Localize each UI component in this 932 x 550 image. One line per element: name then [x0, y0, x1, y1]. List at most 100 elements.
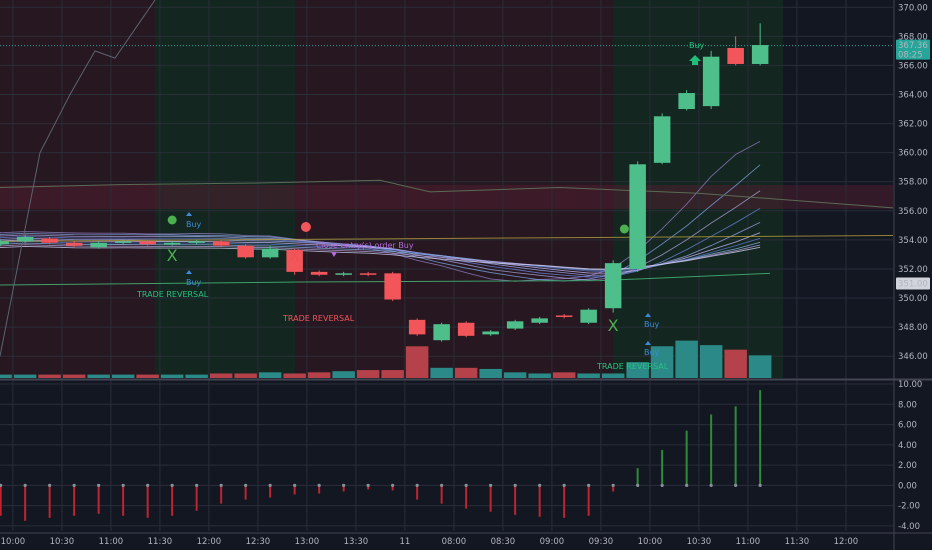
volume-bar — [209, 373, 233, 378]
oscillator-tick-label: 2.00 — [898, 461, 917, 471]
price-tick-label: 362.00 — [898, 120, 928, 130]
time-tick-label: 11:00 — [736, 537, 761, 547]
time-tick-label: 11:30 — [148, 537, 173, 547]
oscillator-tick-label: -2.00 — [898, 502, 920, 512]
buy-order-label: Buy — [644, 348, 660, 357]
oscillator-dot — [342, 483, 346, 487]
oscillator-dot — [562, 483, 566, 487]
volume-bar — [724, 349, 747, 378]
oscillator-dot — [464, 483, 468, 487]
volume-bar — [234, 373, 257, 378]
price-tick-label: 356.00 — [898, 207, 928, 217]
volume-bar — [185, 374, 208, 378]
oscillator-dot — [146, 483, 150, 487]
volume-bar — [601, 373, 625, 378]
candle-body — [629, 164, 646, 269]
buy-signal-label: Buy — [689, 41, 705, 50]
time-tick-label: 12:00 — [834, 537, 859, 547]
candle-body — [310, 271, 328, 275]
candle-body — [580, 309, 597, 323]
candle-body — [163, 242, 181, 245]
buy-arrow-icon — [689, 55, 701, 65]
volume-bar — [381, 370, 404, 378]
volume-bar — [332, 371, 355, 378]
candle-body — [482, 331, 499, 335]
oscillator-dot — [587, 483, 591, 487]
volume-bar — [136, 374, 159, 378]
candle-body — [751, 45, 769, 64]
candle-body — [408, 319, 426, 335]
session-zone — [0, 0, 155, 378]
candle-body — [433, 324, 450, 341]
candle-body — [65, 242, 83, 246]
ma-line — [0, 208, 761, 278]
volume-bars — [0, 340, 772, 378]
time-tick-label: 09:30 — [589, 537, 614, 547]
candle-body — [0, 241, 9, 245]
volume-bar — [454, 367, 478, 378]
oscillator-dot — [244, 483, 248, 487]
oscillator-dot — [72, 483, 76, 487]
price-tick-label: 364.00 — [898, 91, 928, 101]
price-tick-label: 370.00 — [898, 3, 928, 13]
oscillator-dot — [415, 483, 419, 487]
candle-body — [286, 250, 303, 272]
oscillator-tick-label: 6.00 — [898, 421, 917, 431]
ma-line — [0, 232, 761, 274]
oscillator-dot — [538, 483, 542, 487]
volume-bar — [13, 374, 37, 378]
signal-x-marker: X — [167, 246, 178, 265]
volume-bar — [405, 346, 429, 378]
last-price-tag — [896, 39, 930, 60]
price-tick-label: 348.00 — [898, 323, 928, 333]
candle-body — [212, 241, 230, 246]
buy-order-label: Buy — [186, 220, 202, 229]
oscillator-histogram — [0, 390, 762, 521]
candle-body — [531, 318, 548, 323]
oscillator-dot — [660, 483, 664, 487]
candle-body — [41, 238, 58, 243]
ma-line — [0, 221, 761, 276]
candle-body — [359, 273, 377, 275]
price-candles — [0, 23, 769, 342]
oscillator-dot — [611, 483, 615, 487]
countdown-value: 08:25 — [898, 51, 923, 61]
candle-body — [678, 93, 695, 110]
volume-bar — [650, 346, 674, 378]
price-tick-label: 350.00 — [898, 294, 928, 304]
volume-bar — [160, 374, 184, 378]
volume-bar — [283, 373, 306, 378]
oscillator-dot — [170, 483, 174, 487]
candle-body — [335, 273, 352, 275]
oscillator-dot — [685, 483, 689, 487]
price-tick-label: 354.00 — [898, 236, 928, 246]
signal-x-marker: X — [289, 246, 300, 265]
buy-order-label: Buy — [186, 278, 202, 287]
candle-body — [188, 241, 205, 243]
price-labels: 367.36 08:25 351.00 — [896, 39, 930, 290]
volume-bar — [626, 362, 649, 378]
candle-body — [727, 47, 744, 64]
time-axis: 10:00 10:30 11:00 11:30 12:00 12:30 13:00 13:30… — [1, 537, 859, 547]
oscillator-dot — [636, 483, 640, 487]
last-price-value: 367.36 — [898, 41, 928, 51]
candle-body — [261, 248, 279, 258]
oscillator-tick-label: 4.00 — [898, 441, 917, 451]
volume-bar — [479, 368, 502, 378]
volume-bar — [577, 373, 600, 378]
oscillator-dot — [709, 483, 713, 487]
volume-bar — [699, 345, 723, 378]
candle-body — [237, 245, 254, 258]
oscillator-dot — [97, 483, 101, 487]
price-tick-label: 368.00 — [898, 32, 928, 42]
volume-bar — [111, 374, 135, 378]
price-tick-label: 358.00 — [898, 178, 928, 188]
time-tick-label: 11 — [399, 537, 410, 547]
volume-bar — [62, 374, 86, 378]
time-tick-label: 13:00 — [295, 537, 320, 547]
oscillator-tick-label: 8.00 — [898, 400, 917, 410]
time-tick-label: 10:30 — [50, 537, 75, 547]
oscillator-dot — [268, 483, 272, 487]
time-tick-label: 10:00 — [1, 537, 26, 547]
